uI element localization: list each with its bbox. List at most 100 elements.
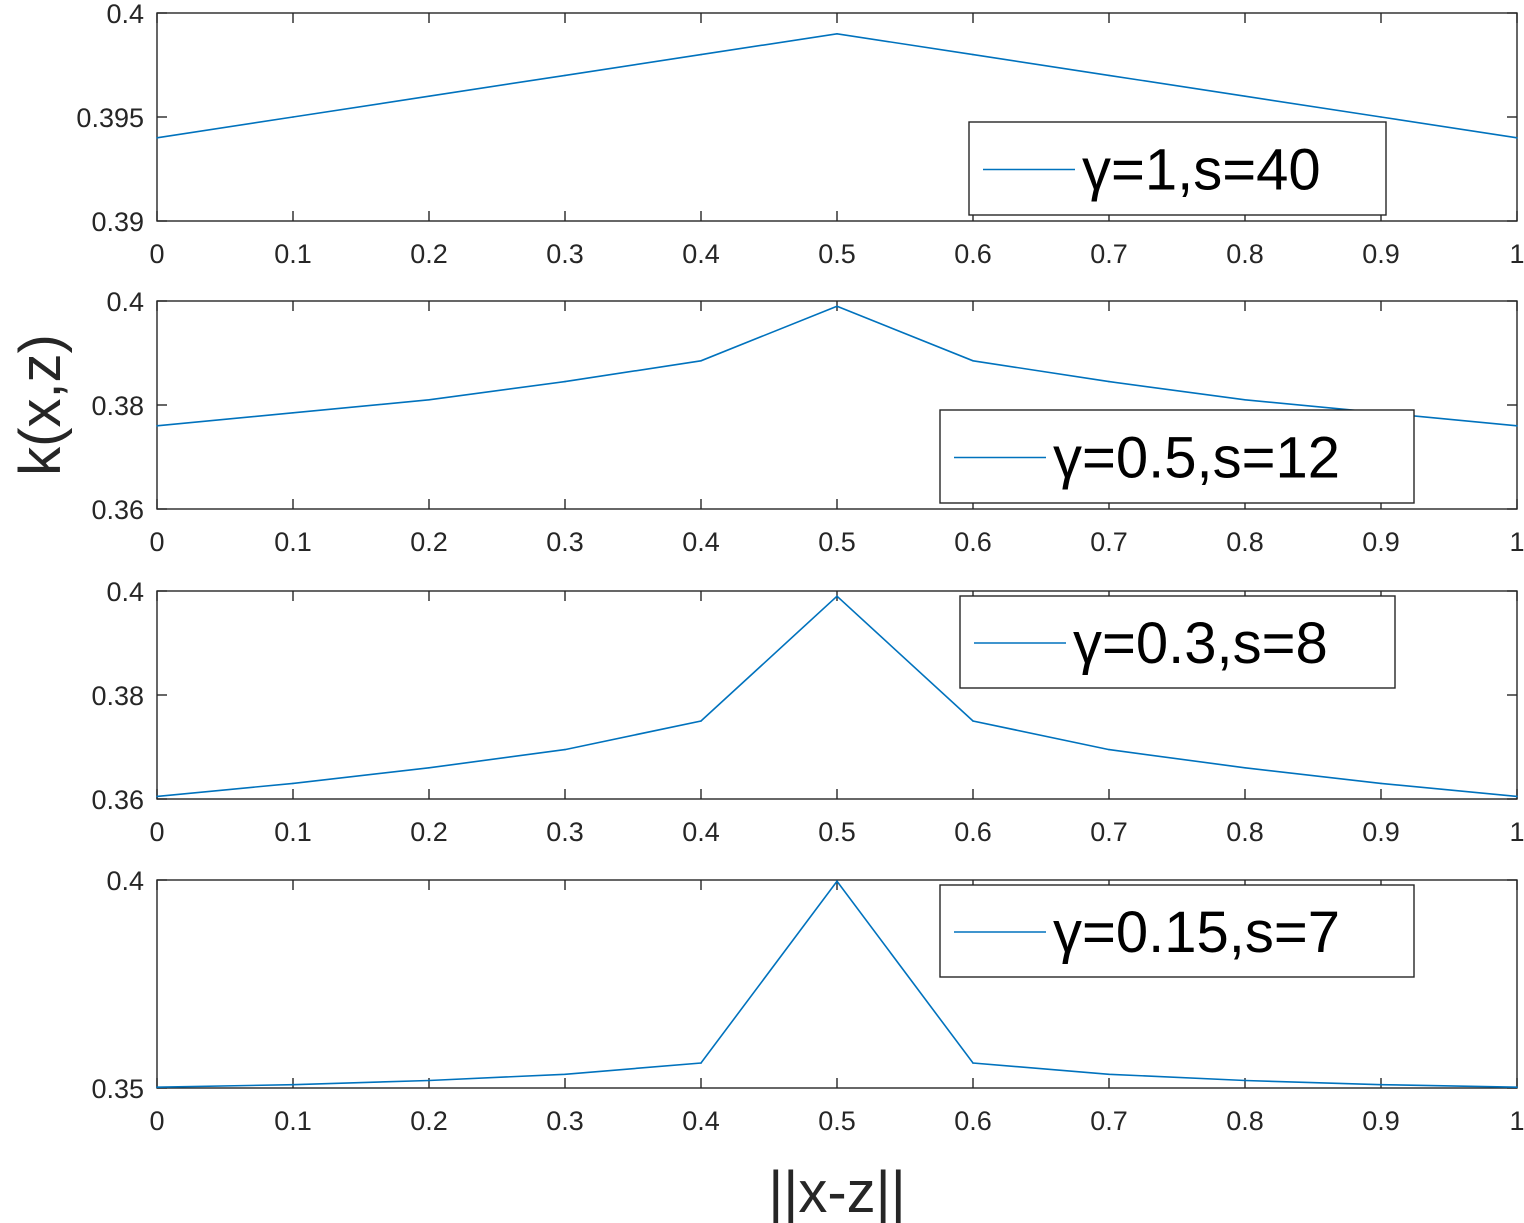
x-tick-label: 0.6 bbox=[954, 817, 992, 847]
x-tick-label: 0.1 bbox=[274, 527, 312, 557]
legend: γ=0.5,s=12 bbox=[939, 409, 1415, 504]
legend-box bbox=[959, 595, 1396, 689]
x-tick-label: 0.5 bbox=[818, 239, 856, 269]
x-tick-label: 0.3 bbox=[546, 239, 584, 269]
data-point bbox=[156, 795, 158, 798]
data-point bbox=[428, 1079, 430, 1082]
y-tick-label: 0.4 bbox=[106, 866, 144, 896]
data-point bbox=[1516, 795, 1518, 798]
data-point bbox=[836, 305, 838, 308]
data-point bbox=[700, 1062, 702, 1064]
data-point bbox=[972, 53, 974, 56]
data-point bbox=[292, 1083, 294, 1086]
x-tick-label: 0.3 bbox=[546, 1106, 584, 1136]
x-tick-label: 0.6 bbox=[954, 1106, 992, 1136]
y-tick-label: 0.39 bbox=[91, 207, 144, 237]
legend-box bbox=[939, 409, 1415, 504]
x-tick-label: 0.9 bbox=[1362, 239, 1400, 269]
data-point bbox=[700, 53, 702, 56]
x-tick-label: 0.2 bbox=[410, 239, 448, 269]
data-point bbox=[156, 137, 158, 139]
data-point bbox=[428, 399, 430, 401]
legend-label: γ=0.15,s=7 bbox=[1053, 900, 1340, 965]
x-tick-label: 1 bbox=[1509, 239, 1524, 269]
data-point bbox=[1516, 1086, 1518, 1088]
x-tick-label: 0.7 bbox=[1090, 239, 1128, 269]
data-point bbox=[836, 33, 838, 35]
x-tick-label: 0.6 bbox=[954, 239, 992, 269]
x-tick-label: 0.8 bbox=[1226, 1106, 1264, 1136]
subplot-1: 0 0.1 0.2 0.3 0.4 0.5 0.6 0.7 0.8 0.9 1 0.39 0.395 0.… bbox=[76, 0, 1524, 269]
x-tick-label: 0.4 bbox=[682, 239, 720, 269]
x-tick-label: 0.3 bbox=[546, 817, 584, 847]
x-tick-label: 0.1 bbox=[274, 1106, 312, 1136]
x-tick-label: 0.8 bbox=[1226, 527, 1264, 557]
x-tick-label: 0.2 bbox=[410, 817, 448, 847]
x-tick-label: 0.4 bbox=[682, 817, 720, 847]
x-tick-label: 0.9 bbox=[1362, 817, 1400, 847]
y-tick-label: 0.35 bbox=[91, 1074, 144, 1104]
x-tick-label: 0.8 bbox=[1226, 817, 1264, 847]
data-point bbox=[1380, 1083, 1382, 1086]
data-point bbox=[1108, 380, 1110, 383]
y-tick-label: 0.38 bbox=[91, 391, 144, 421]
x-tick-label: 0.2 bbox=[410, 527, 448, 557]
legend: γ=0.15,s=7 bbox=[939, 884, 1415, 978]
data-point bbox=[564, 1073, 566, 1076]
data-point bbox=[700, 720, 702, 722]
data-point bbox=[156, 425, 158, 427]
legend-box bbox=[968, 121, 1387, 216]
data-point bbox=[1516, 425, 1518, 427]
x-tick-label: 1 bbox=[1509, 1106, 1524, 1136]
x-tick-label: 0.9 bbox=[1362, 1106, 1400, 1136]
y-tick-label: 0.36 bbox=[91, 785, 144, 815]
data-point bbox=[700, 360, 702, 362]
data-point bbox=[1108, 74, 1110, 77]
y-tick-label: 0.4 bbox=[106, 287, 144, 317]
data-point bbox=[1244, 1079, 1246, 1082]
subplot-4: 0 0.1 0.2 0.3 0.4 0.5 0.6 0.7 0.8 0.9 1 0.35 0.4 γ=0.… bbox=[91, 866, 1524, 1136]
legend-label: γ=0.3,s=8 bbox=[1073, 611, 1328, 676]
subplots: 0 0.1 0.2 0.3 0.4 0.5 0.6 0.7 0.8 0.9 1 0.39 0.395 0.… bbox=[76, 0, 1524, 1136]
x-tick-label: 1 bbox=[1509, 527, 1524, 557]
data-point bbox=[1380, 116, 1382, 118]
subplot-2: 0 0.1 0.2 0.3 0.4 0.5 0.6 0.7 0.8 0.9 1 0.36 0.38 0.4… bbox=[91, 287, 1524, 557]
x-tick-label: 0.5 bbox=[818, 817, 856, 847]
data-point bbox=[1244, 399, 1246, 401]
x-tick-label: 1 bbox=[1509, 817, 1524, 847]
data-point bbox=[836, 595, 838, 597]
data-point bbox=[428, 767, 430, 769]
x-tick-label: 0.4 bbox=[682, 527, 720, 557]
y-tick-label: 0.36 bbox=[91, 495, 144, 525]
data-point bbox=[292, 116, 294, 118]
data-point bbox=[836, 880, 838, 883]
x-tick-label: 0.8 bbox=[1226, 239, 1264, 269]
x-tick-label: 0.4 bbox=[682, 1106, 720, 1136]
x-tick-label: 0.1 bbox=[274, 817, 312, 847]
x-tick-label: 0.6 bbox=[954, 527, 992, 557]
legend-label: γ=1,s=40 bbox=[1082, 138, 1321, 203]
data-point bbox=[564, 74, 566, 77]
x-tick-label: 0.9 bbox=[1362, 527, 1400, 557]
x-tick-label: 0.7 bbox=[1090, 1106, 1128, 1136]
data-point bbox=[156, 1086, 158, 1088]
legend-box bbox=[939, 884, 1415, 978]
legend-label: γ=0.5,s=12 bbox=[1053, 426, 1340, 491]
data-point bbox=[1108, 1073, 1110, 1076]
data-point bbox=[1380, 782, 1382, 785]
data-point bbox=[1244, 767, 1246, 769]
data-point bbox=[972, 720, 974, 722]
x-tick-label: 0 bbox=[149, 239, 164, 269]
x-tick-label: 0.7 bbox=[1090, 527, 1128, 557]
x-tick-label: 0.5 bbox=[818, 1106, 856, 1136]
legend: γ=1,s=40 bbox=[968, 121, 1387, 216]
x-tick-label: 0.2 bbox=[410, 1106, 448, 1136]
x-axis-title: ||x-z|| bbox=[768, 1160, 906, 1223]
x-tick-label: 0.7 bbox=[1090, 817, 1128, 847]
x-tick-label: 0 bbox=[149, 527, 164, 557]
x-tick-label: 0.3 bbox=[546, 527, 584, 557]
data-point bbox=[564, 380, 566, 383]
y-tick-label: 0.4 bbox=[106, 0, 144, 29]
data-point bbox=[972, 1062, 974, 1064]
